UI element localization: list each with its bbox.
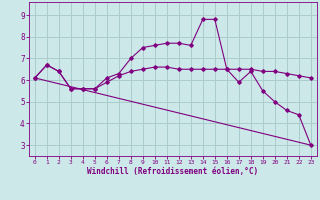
X-axis label: Windchill (Refroidissement éolien,°C): Windchill (Refroidissement éolien,°C) [87,167,258,176]
